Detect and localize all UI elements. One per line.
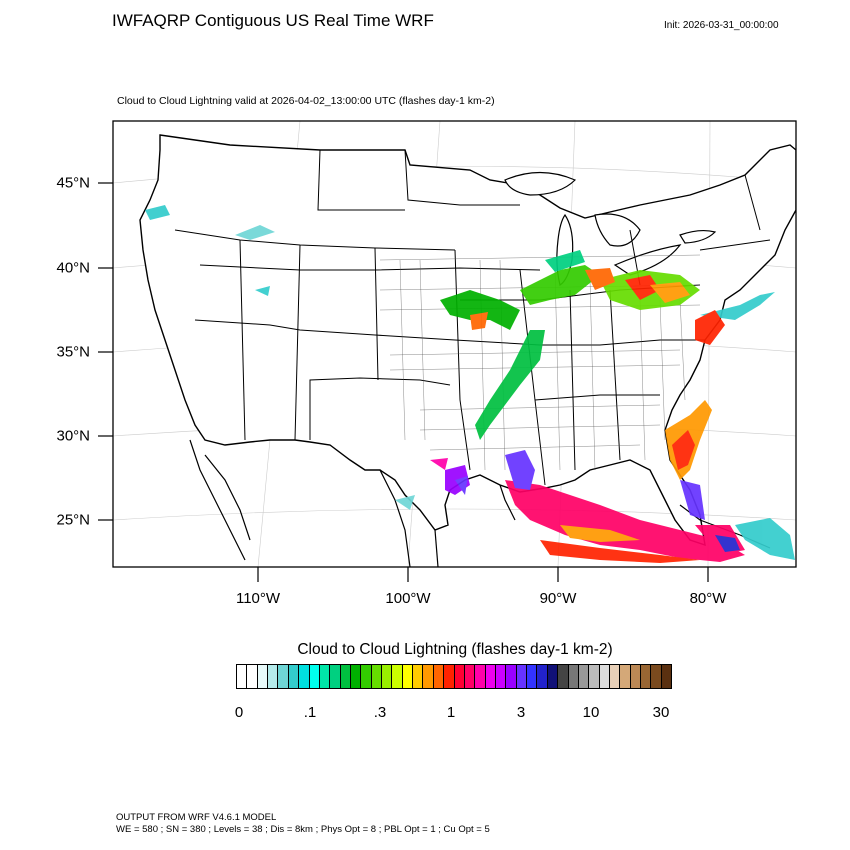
colorbar-swatch [641,665,652,688]
colorbar-swatch [413,665,424,688]
colorbar-swatch [558,665,569,688]
colorbar-swatch [630,665,642,688]
colorbar-swatch [506,665,517,688]
lat-label-30n: 30°N [56,427,90,445]
main-title: IWFAQRP Contiguous US Real Time WRF [112,11,434,30]
colorbar-swatch [402,665,414,688]
county-boundaries [379,254,701,471]
lon-label-110w: 110°W [235,590,281,607]
colorbar-tick: 30 [652,704,670,721]
colorbar-swatch [485,665,496,688]
colorbar-swatch [309,665,320,688]
plot-subtitle: Cloud to Cloud Lightning valid at 2026-0… [117,95,495,107]
colorbar-swatch [433,665,445,688]
colorbar-swatch [371,665,383,688]
colorbar-swatch [454,665,465,688]
colorbar-swatch [361,665,372,688]
lightning-field [145,205,795,563]
lat-label-25n: 25°N [56,511,90,529]
colorbar-swatch [568,665,579,688]
colorbar-swatch [278,665,289,688]
colorbar-swatch [527,665,538,688]
colorbar-tick: 3 [516,704,526,721]
colorbar [236,664,672,689]
colorbar-swatch [330,665,341,688]
colorbar-title: Cloud to Cloud Lightning (flashes day-1 … [297,641,613,658]
colorbar-tick: 1 [446,704,456,721]
colorbar-tick: 0 [234,704,244,721]
colorbar-swatch [651,665,662,688]
lon-label-80w: 80°W [689,590,727,607]
colorbar-swatch [609,665,621,688]
colorbar-swatch [578,665,590,688]
colorbar-swatch [589,665,600,688]
colorbar-swatch [257,665,269,688]
lat-ticks [98,182,113,521]
colorbar-swatch [299,665,310,688]
colorbar-swatch [444,665,455,688]
colorbar-swatch [268,665,279,688]
colorbar-swatch [382,665,393,688]
lat-label-35n: 35°N [56,343,90,361]
colorbar-swatch [247,665,258,688]
colorbar-tick: 10 [582,704,600,721]
footer-line-2: WE = 580 ; SN = 380 ; Levels = 38 ; Dis … [116,824,490,835]
lon-label-100w: 100°W [385,590,431,607]
colorbar-swatch [537,665,548,688]
colorbar-swatch [319,665,331,688]
lon-label-90w: 90°W [539,590,577,607]
lat-label-40n: 40°N [56,259,90,277]
colorbar-swatch [423,665,434,688]
colorbar-swatch [340,665,351,688]
colorbar-swatch [237,665,248,688]
colorbar-swatch [599,665,610,688]
colorbar-swatch [547,665,559,688]
colorbar-swatch [475,665,486,688]
colorbar-swatch [620,665,631,688]
state-boundaries [174,149,771,486]
colorbar-swatch [516,665,528,688]
colorbar-swatch [392,665,403,688]
plot-frame [112,120,797,568]
colorbar-swatch [495,665,507,688]
great-lakes [504,171,717,286]
colorbar-swatch [661,665,672,688]
init-time-label: Init: 2026-03-31_00:00:00 [664,20,779,31]
colorbar-swatch [464,665,476,688]
lon-ticks [257,567,709,582]
colorbar-tick: .1 [303,704,317,721]
colorbar-swatch [350,665,362,688]
colorbar-tick: .3 [373,704,387,721]
lat-label-45n: 45°N [56,174,90,192]
model-footer: OUTPUT FROM WRF V4.6.1 MODEL WE = 580 ; … [116,812,490,836]
footer-line-1: OUTPUT FROM WRF V4.6.1 MODEL [116,812,277,823]
colorbar-swatch [288,665,300,688]
